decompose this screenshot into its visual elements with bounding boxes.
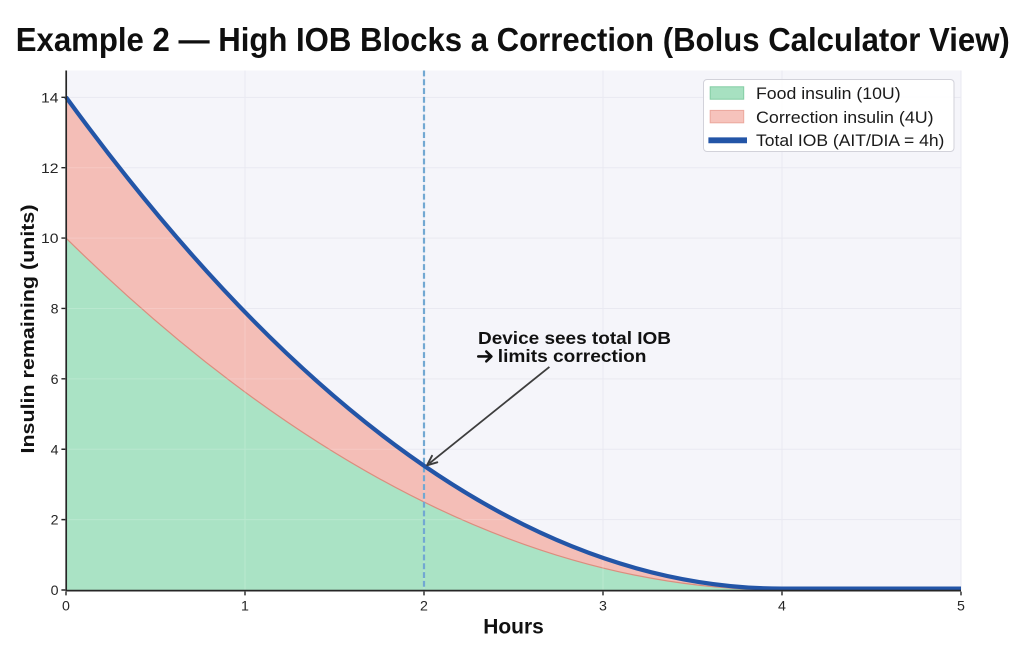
svg-text:0: 0 [51, 583, 59, 599]
svg-text:8: 8 [51, 302, 59, 318]
svg-text:2: 2 [51, 513, 59, 529]
svg-text:4: 4 [51, 442, 59, 458]
svg-text:3: 3 [599, 598, 607, 614]
svg-text:Food insulin (10U): Food insulin (10U) [756, 85, 901, 103]
svg-text:Device sees total IOB: Device sees total IOB [478, 328, 671, 348]
svg-text:Correction insulin (4U): Correction insulin (4U) [756, 109, 934, 127]
svg-text:Hours: Hours [483, 615, 544, 638]
svg-text:10: 10 [41, 231, 59, 247]
svg-text:limits correction: limits correction [498, 346, 647, 366]
svg-text:12: 12 [41, 161, 59, 177]
svg-text:Total IOB (AIT/DIA = 4h): Total IOB (AIT/DIA = 4h) [756, 132, 944, 150]
svg-text:6: 6 [51, 372, 59, 388]
svg-text:0: 0 [62, 598, 70, 614]
svg-text:2: 2 [420, 598, 428, 614]
svg-text:5: 5 [957, 598, 965, 614]
svg-text:4: 4 [778, 598, 786, 614]
svg-text:1: 1 [241, 598, 249, 614]
svg-text:14: 14 [41, 90, 59, 106]
svg-text:Example 2 — High IOB Blocks a: Example 2 — High IOB Blocks a Correction… [16, 21, 1010, 58]
svg-text:Insulin remaining (units): Insulin remaining (units) [17, 205, 38, 454]
